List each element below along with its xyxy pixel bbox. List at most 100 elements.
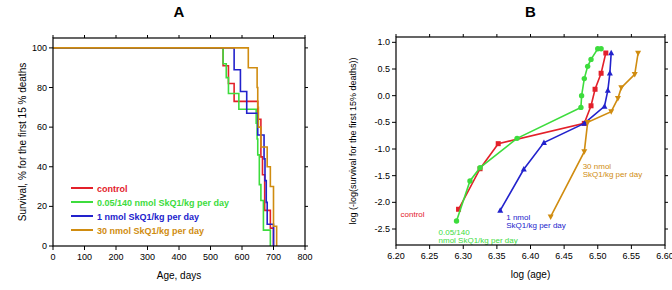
marker <box>548 214 554 220</box>
marker <box>608 109 614 115</box>
tick-mark <box>84 246 85 250</box>
marker <box>599 71 604 76</box>
tick-label: 200 <box>108 252 123 262</box>
title: A <box>174 3 185 20</box>
marker <box>454 218 459 223</box>
marker <box>497 207 503 213</box>
plot-frame <box>396 37 665 245</box>
plot-area <box>454 46 641 224</box>
tick-mark <box>665 245 666 249</box>
legend-label: 1 nmol SkQ1/kg per day <box>97 212 199 222</box>
tick-label: -2.5 <box>374 224 390 234</box>
tick-label: 300 <box>140 252 155 262</box>
plot-area <box>53 48 277 246</box>
marker <box>581 149 587 155</box>
marker <box>579 93 584 98</box>
marker <box>496 141 501 146</box>
tick-label: 0 <box>42 241 47 251</box>
tick-mark <box>429 245 430 249</box>
marker <box>521 166 527 172</box>
marker <box>598 46 603 51</box>
series-label: SkQ1/kg per day <box>583 170 643 179</box>
legend-swatch <box>71 187 93 189</box>
tick-mark <box>463 245 464 249</box>
tick-label: 40 <box>37 162 47 172</box>
marker <box>582 76 587 81</box>
tick-mark <box>273 246 274 250</box>
x-axis-label: log (age) <box>511 269 550 280</box>
marker <box>585 64 590 69</box>
tick-label: 6.60 <box>656 251 672 261</box>
marker <box>607 70 613 76</box>
marker <box>514 136 519 141</box>
marker <box>593 87 598 92</box>
tick-label: -0.5 <box>374 117 390 127</box>
tick-mark <box>496 245 497 249</box>
marker <box>477 165 482 170</box>
tick-mark <box>305 246 306 250</box>
tick-label: 1.0 <box>377 37 390 47</box>
series-line <box>53 48 270 246</box>
legend: control0.05/140 nmol SkQ1/kg per day1 nm… <box>71 184 229 236</box>
series-line <box>457 49 602 221</box>
tick-label: 6.40 <box>522 251 540 261</box>
tick-mark <box>116 246 117 250</box>
tick-label: 0 <box>50 252 55 262</box>
tick-label: 500 <box>203 252 218 262</box>
tick-mark <box>147 246 148 250</box>
tick-label: 6.20 <box>387 251 405 261</box>
series-label: nmol SkQ1/kg per day <box>439 236 518 245</box>
tick-label: -1.5 <box>374 171 390 181</box>
marker <box>632 72 638 78</box>
tick-label: 700 <box>266 252 281 262</box>
tick-label: 6.50 <box>589 251 607 261</box>
series-line <box>53 48 274 246</box>
marker <box>585 120 591 126</box>
legend-label: 30 nmol SkQ1/kg per day <box>97 226 204 236</box>
marker <box>467 178 472 183</box>
tick-label: 6.30 <box>454 251 472 261</box>
tick-label: 20 <box>37 201 47 211</box>
plot-frame <box>53 38 305 246</box>
marker <box>615 96 621 102</box>
marker <box>589 103 594 108</box>
tick-label: 600 <box>234 252 249 262</box>
marker <box>605 87 611 93</box>
tick-label: 6.45 <box>555 251 573 261</box>
marker <box>578 105 583 110</box>
figure: A 0 100 200 300 400 500 600 700 800 0 20 40 60 80 100 Ag… <box>0 0 672 290</box>
legend-swatch <box>71 201 93 203</box>
marker <box>635 51 641 57</box>
marker <box>603 51 608 56</box>
tick-mark <box>242 246 243 250</box>
marker <box>608 50 614 56</box>
marker <box>588 57 593 62</box>
legend-swatch <box>71 229 93 231</box>
marker <box>618 85 624 91</box>
marker <box>541 139 547 145</box>
x-axis-label: Age, days <box>157 270 201 281</box>
marker <box>601 103 607 109</box>
tick-mark <box>396 245 397 249</box>
tick-mark <box>631 245 632 249</box>
tick-mark <box>530 245 531 249</box>
series-label: SkQ1/kg per day <box>506 221 566 230</box>
tick-label: 400 <box>171 252 186 262</box>
legend-label: control <box>97 184 128 194</box>
tick-label: 100 <box>32 43 47 53</box>
tick-label: 800 <box>297 252 312 262</box>
legend-swatch <box>71 215 93 217</box>
tick-label: 60 <box>37 122 47 132</box>
y-axis-label: Survival, % for the first 15 % deaths <box>17 63 28 221</box>
series-line <box>500 53 611 210</box>
tick-mark <box>564 245 565 249</box>
tick-mark <box>179 246 180 250</box>
tick-label: 6.35 <box>488 251 506 261</box>
tick-label: 6.55 <box>623 251 641 261</box>
panel: A 0 100 200 300 400 500 600 700 800 0 20 40 60 80 100 Ag… <box>17 3 313 281</box>
tick-mark <box>53 246 54 250</box>
tick-label: 100 <box>77 252 92 262</box>
series-label: control <box>401 210 425 219</box>
tick-label: 6.25 <box>421 251 439 261</box>
tick-label: 80 <box>37 83 47 93</box>
